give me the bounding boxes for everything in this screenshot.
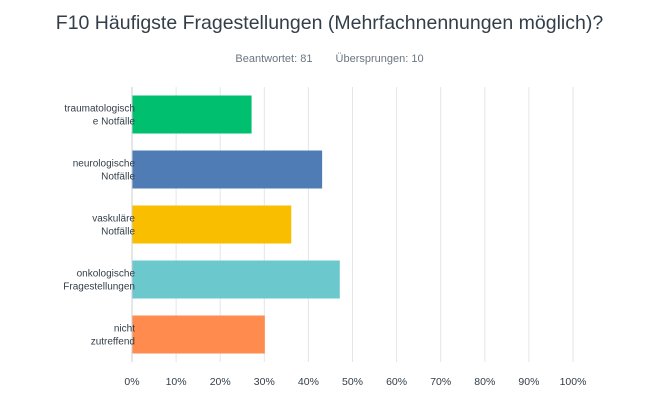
category-label: e Notfälle (93, 117, 136, 128)
skipped-count: Übersprungen: 10 (335, 53, 424, 65)
bar (132, 205, 292, 244)
x-tick-label: 0% (124, 376, 139, 388)
category-label: Fragestellungen (63, 282, 135, 293)
category-label: onkologische (77, 269, 136, 280)
category-label: Notfälle (101, 227, 135, 238)
x-tick-label: 60% (386, 376, 407, 388)
bar (132, 150, 323, 189)
x-tick-label: 90% (518, 376, 539, 388)
bar (132, 95, 252, 134)
category-label: nicht (114, 324, 135, 335)
bar (132, 315, 265, 354)
x-tick-label: 30% (254, 376, 275, 388)
bar (132, 260, 340, 299)
category-label: Notfälle (101, 172, 135, 183)
response-stats: Beantwortet: 81 Übersprungen: 10 (0, 53, 659, 65)
x-tick-label: 80% (474, 376, 495, 388)
x-tick-label: 50% (342, 376, 363, 388)
x-tick-label: 10% (166, 376, 187, 388)
category-label: neurologische (73, 159, 136, 170)
answered-count: Beantwortet: 81 (235, 53, 313, 65)
x-tick-label: 100% (560, 376, 587, 388)
x-tick-label: 70% (430, 376, 451, 388)
category-label: vaskuläre (92, 214, 135, 225)
category-label: zutreffend (91, 337, 135, 348)
x-tick-label: 40% (298, 376, 319, 388)
x-tick-label: 20% (210, 376, 231, 388)
category-label: traumatologisch (64, 104, 135, 115)
chart-title: F10 Häufigste Fragestellungen (Mehrfachn… (55, 12, 604, 34)
